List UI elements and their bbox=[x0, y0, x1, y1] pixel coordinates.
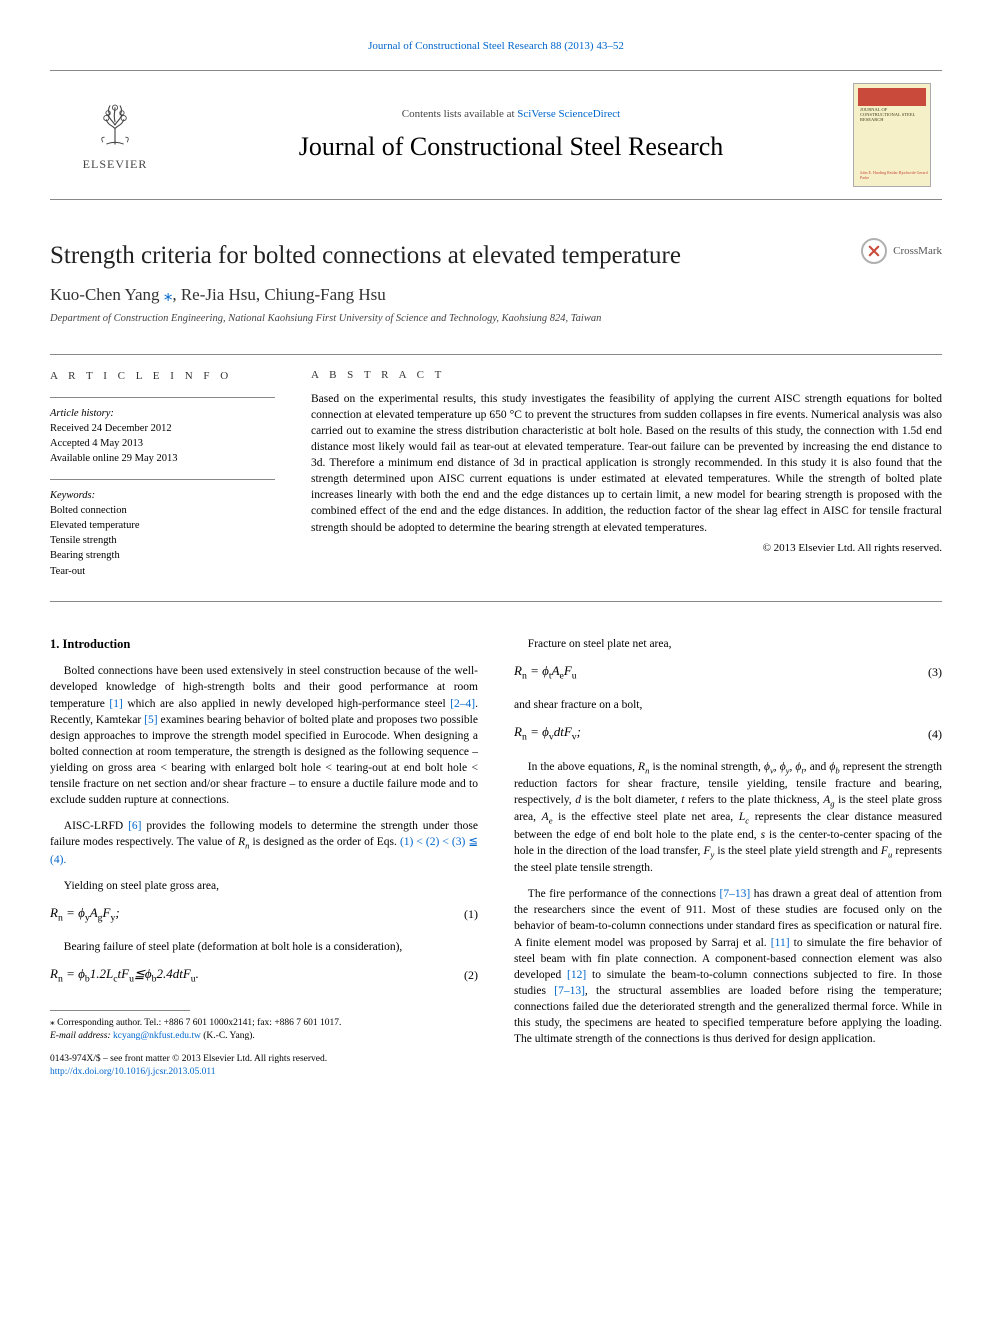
crossmark-label: CrossMark bbox=[893, 245, 942, 257]
text: In the above equations, bbox=[528, 761, 638, 773]
cover-thumbnail-box: JOURNAL OF CONSTRUCTIONAL STEEL RESEARCH… bbox=[842, 71, 942, 199]
sciencedirect-link[interactable]: SciVerse ScienceDirect bbox=[517, 108, 620, 120]
equation-body: Rn = ϕvdtFv; bbox=[514, 723, 906, 744]
contents-available: Contents lists available at SciVerse Sci… bbox=[402, 108, 620, 120]
journal-name: Journal of Constructional Steel Research bbox=[299, 132, 724, 162]
section-heading: 1. Introduction bbox=[50, 636, 478, 654]
intro-para-1: Bolted connections have been used extens… bbox=[50, 663, 478, 808]
text: examines bearing behavior of bolted plat… bbox=[50, 714, 478, 806]
body-columns: 1. Introduction Bolted connections have … bbox=[50, 636, 942, 1079]
equation-number: (4) bbox=[906, 726, 942, 743]
text: is the bolt diameter, bbox=[581, 794, 681, 806]
keywords-label: Keywords: bbox=[50, 488, 275, 503]
header-center: Contents lists available at SciVerse Sci… bbox=[180, 71, 842, 199]
equation-2: Rn = ϕb1.2LctFu≦ϕb2.4dtFu. (2) bbox=[50, 965, 478, 986]
text: is the effective steel plate net area, bbox=[553, 811, 739, 823]
abstract-copyright: © 2013 Elsevier Ltd. All rights reserved… bbox=[311, 542, 942, 554]
keyword: Tear-out bbox=[50, 564, 275, 579]
eq3-lead: Fracture on steel plate net area, bbox=[514, 636, 942, 652]
keyword: Elevated temperature bbox=[50, 518, 275, 533]
symbol-rn: Rn bbox=[238, 836, 249, 848]
text: is designed as the order of Eqs. bbox=[249, 836, 399, 848]
email-link[interactable]: kcyang@nkfust.edu.tw bbox=[113, 1031, 201, 1041]
crossmark-icon bbox=[861, 238, 887, 264]
abstract-box: A B S T R A C T Based on the experimenta… bbox=[311, 355, 942, 579]
eq1-lead: Yielding on steel plate gross area, bbox=[50, 878, 478, 894]
equation-number: (3) bbox=[906, 664, 942, 681]
ref-link[interactable]: [2–4] bbox=[450, 698, 475, 710]
text: which are also applied in newly develope… bbox=[123, 698, 450, 710]
divider bbox=[50, 601, 942, 602]
text: refers to the plate thickness, bbox=[684, 794, 823, 806]
history-received: Received 24 December 2012 bbox=[50, 421, 275, 436]
history-accepted: Accepted 4 May 2013 bbox=[50, 436, 275, 451]
article-info-box: A R T I C L E I N F O Article history: R… bbox=[50, 355, 275, 579]
info-abstract-row: A R T I C L E I N F O Article history: R… bbox=[50, 354, 942, 579]
footnote-line-2: E-mail address: kcyang@nkfust.edu.tw (K.… bbox=[50, 1030, 478, 1043]
equation-body: Rn = ϕb1.2LctFu≦ϕb2.4dtFu. bbox=[50, 965, 442, 986]
eq4-lead: and shear fracture on a bolt, bbox=[514, 697, 942, 713]
equation-4: Rn = ϕvdtFv; (4) bbox=[514, 723, 942, 744]
article-info-heading: A R T I C L E I N F O bbox=[50, 369, 275, 385]
abstract-heading: A B S T R A C T bbox=[311, 369, 942, 381]
author-1: Kuo-Chen Yang bbox=[50, 285, 164, 304]
abstract-text: Based on the experimental results, this … bbox=[311, 391, 942, 536]
eq2-lead: Bearing failure of steel plate (deformat… bbox=[50, 939, 478, 955]
equation-1: Rn = ϕyAgFy; (1) bbox=[50, 904, 478, 925]
crossmark-badge[interactable]: CrossMark bbox=[861, 238, 942, 264]
paper-title: Strength criteria for bolted connections… bbox=[50, 242, 942, 271]
corresponding-footnote: ⁎ Corresponding author. Tel.: +886 7 601… bbox=[50, 1017, 478, 1043]
keyword: Tensile strength bbox=[50, 533, 275, 548]
ref-link[interactable]: [6] bbox=[128, 820, 141, 832]
equation-3: Rn = ϕtAeFu (3) bbox=[514, 662, 942, 683]
text: AISC-LRFD bbox=[64, 820, 128, 832]
keyword: Bolted connection bbox=[50, 503, 275, 518]
column-left: 1. Introduction Bolted connections have … bbox=[50, 636, 478, 1079]
contents-prefix: Contents lists available at bbox=[402, 108, 517, 120]
text: (K.-C. Yang). bbox=[201, 1031, 255, 1041]
divider bbox=[50, 397, 275, 398]
divider bbox=[50, 479, 275, 480]
history-label: Article history: bbox=[50, 406, 275, 421]
authors-line: Kuo-Chen Yang ⁎, Re-Jia Hsu, Chiung-Fang… bbox=[50, 285, 942, 305]
ref-link[interactable]: [7–13] bbox=[554, 985, 585, 997]
symbol-definitions: In the above equations, Rn is the nomina… bbox=[514, 759, 942, 877]
ref-link[interactable]: [11] bbox=[771, 937, 790, 949]
front-matter: 0143-974X/$ – see front matter © 2013 El… bbox=[50, 1053, 478, 1079]
keyword: Bearing strength bbox=[50, 548, 275, 563]
cover-title-text: JOURNAL OF CONSTRUCTIONAL STEEL RESEARCH bbox=[860, 108, 924, 123]
ref-link[interactable]: [7–13] bbox=[720, 888, 751, 900]
publisher-name: ELSEVIER bbox=[83, 157, 148, 172]
issn-line: 0143-974X/$ – see front matter © 2013 El… bbox=[50, 1053, 478, 1066]
intro-para-2: AISC-LRFD [6] provides the following mod… bbox=[50, 818, 478, 868]
equation-number: (2) bbox=[442, 967, 478, 984]
affiliation: Department of Construction Engineering, … bbox=[50, 313, 942, 324]
ref-link[interactable]: [12] bbox=[567, 969, 586, 981]
text: is the steel plate yield strength and bbox=[714, 845, 881, 857]
equation-number: (1) bbox=[442, 906, 478, 923]
running-head-link[interactable]: Journal of Constructional Steel Research… bbox=[368, 40, 624, 52]
equation-body: Rn = ϕyAgFy; bbox=[50, 904, 442, 925]
doi-link[interactable]: http://dx.doi.org/10.1016/j.jcsr.2013.05… bbox=[50, 1067, 215, 1077]
history-online: Available online 29 May 2013 bbox=[50, 451, 275, 466]
publisher-logo-box: ELSEVIER bbox=[50, 71, 180, 199]
ref-link[interactable]: [1] bbox=[109, 698, 122, 710]
cover-editors: John E. Harding Reidar Bjorhovde Gerard … bbox=[860, 171, 930, 180]
footnote-line-1: ⁎ Corresponding author. Tel.: +886 7 601… bbox=[50, 1017, 478, 1030]
ref-link[interactable]: [5] bbox=[144, 714, 157, 726]
journal-header: ELSEVIER Contents lists available at Sci… bbox=[50, 70, 942, 200]
title-area: CrossMark Strength criteria for bolted c… bbox=[50, 242, 942, 324]
authors-rest: , Re-Jia Hsu, Chiung-Fang Hsu bbox=[172, 285, 385, 304]
running-head: Journal of Constructional Steel Research… bbox=[50, 40, 942, 52]
elsevier-tree-icon bbox=[89, 99, 141, 151]
journal-cover-thumbnail: JOURNAL OF CONSTRUCTIONAL STEEL RESEARCH… bbox=[853, 83, 931, 187]
text: is the nominal strength, bbox=[649, 761, 764, 773]
fire-performance-para: The fire performance of the connections … bbox=[514, 886, 942, 1047]
column-right: Fracture on steel plate net area, Rn = ϕ… bbox=[514, 636, 942, 1079]
email-label: E-mail address: bbox=[50, 1031, 113, 1041]
equation-body: Rn = ϕtAeFu bbox=[514, 662, 906, 683]
footnote-rule bbox=[50, 1010, 190, 1011]
text: The fire performance of the connections bbox=[528, 888, 720, 900]
